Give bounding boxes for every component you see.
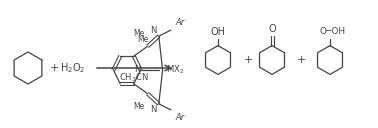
Text: +: + [49, 63, 59, 73]
Text: N: N [150, 26, 157, 35]
Text: Me: Me [133, 102, 145, 111]
Text: O: O [268, 24, 276, 34]
Text: Ar: Ar [176, 18, 185, 27]
Text: Me: Me [137, 35, 149, 44]
Text: OH: OH [211, 27, 226, 37]
Text: O─OH: O─OH [320, 27, 346, 36]
Text: Ar: Ar [176, 113, 185, 122]
Text: CH$_3$CN: CH$_3$CN [119, 72, 149, 84]
Text: +: + [243, 55, 253, 65]
Text: MX$_2$: MX$_2$ [166, 64, 184, 76]
Text: H$_2$O$_2$: H$_2$O$_2$ [60, 61, 86, 75]
Text: N: N [135, 66, 141, 74]
Text: Me: Me [133, 29, 145, 38]
Text: +: + [296, 55, 306, 65]
Text: N: N [150, 105, 157, 114]
